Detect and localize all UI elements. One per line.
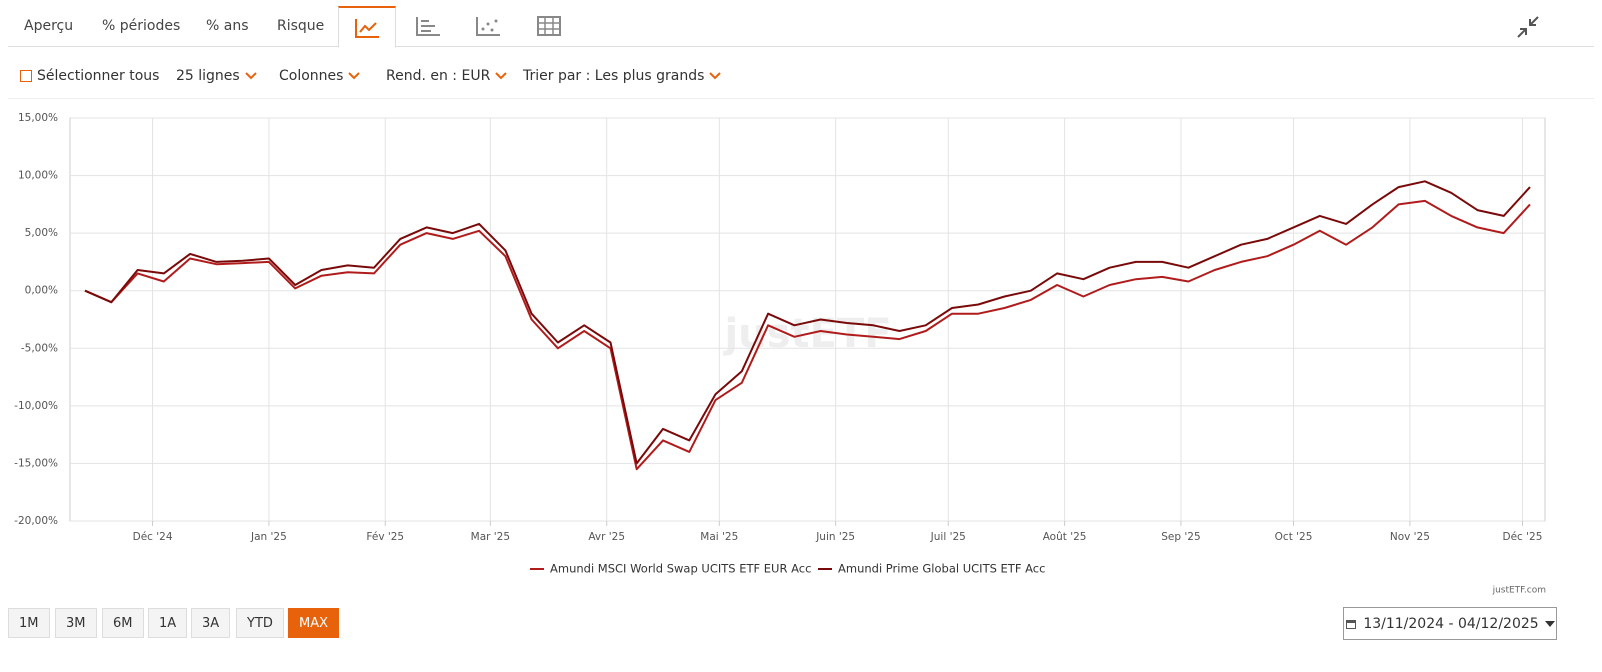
- series-line: [84, 180, 1531, 465]
- tab[interactable]: % ans: [206, 18, 249, 34]
- dropdown[interactable]: Rend. en : EUR: [386, 68, 508, 84]
- y-tick-label: 15,00%: [18, 112, 58, 124]
- y-tick-label: 0,00%: [25, 285, 58, 297]
- x-tick-label: Avr '25: [588, 531, 625, 543]
- x-tick-label: Mai '25: [700, 531, 738, 543]
- x-tick-label: Mar '25: [471, 531, 510, 543]
- chevron: [348, 72, 361, 80]
- x-tick-label: Fév '25: [366, 531, 404, 543]
- label: Trier par : Les plus grands: [523, 68, 705, 84]
- tab[interactable]: Risque: [277, 18, 325, 34]
- period-button[interactable]: 1M: [8, 608, 50, 638]
- date-range[interactable]: 13/11/2024 - 04/12/2025: [1343, 607, 1557, 640]
- select-all[interactable]: Sélectionner tous: [20, 68, 159, 84]
- legend-label: Amundi Prime Global UCITS ETF Acc: [838, 562, 1045, 576]
- period-button[interactable]: MAX: [288, 608, 340, 638]
- toolbar: Sélectionner tous 25 lignes Colonnes Ren…: [8, 58, 1594, 99]
- y-tick-label: -15,00%: [14, 457, 58, 469]
- calendar-icon: [1346, 619, 1357, 629]
- tab[interactable]: Aperçu: [24, 18, 74, 34]
- y-tick-label: -20,00%: [14, 515, 58, 527]
- chart: justETF justETF.com 15,00%10,00%5,00%0,0…: [14, 112, 1546, 596]
- label: 25 lignes: [176, 68, 240, 84]
- x-tick-label: Nov '25: [1390, 531, 1430, 543]
- checkbox[interactable]: [20, 70, 32, 82]
- x-tick-label: Juil '25: [930, 531, 966, 543]
- x-tick-label: Jan '25: [250, 531, 287, 543]
- scatter-tab[interactable]: [460, 6, 516, 46]
- date-range-text: 13/11/2024 - 04/12/2025: [1363, 615, 1539, 632]
- x-tick-label: Juin '25: [815, 531, 855, 543]
- y-tick-label: 5,00%: [25, 227, 58, 239]
- period-button[interactable]: 3M: [55, 608, 97, 638]
- table-tab[interactable]: [521, 6, 577, 46]
- credits: justETF.com: [1492, 586, 1546, 596]
- x-tick-label: Août '25: [1043, 531, 1087, 543]
- y-tick-label: -10,00%: [14, 400, 58, 412]
- legend-label: Amundi MSCI World Swap UCITS ETF EUR Acc: [550, 562, 811, 576]
- x-tick-label: Déc '24: [133, 531, 173, 543]
- line-chart-tab[interactable]: [338, 6, 396, 48]
- icon: [476, 17, 500, 36]
- label: Rend. en : EUR: [386, 68, 491, 84]
- collapse-icon[interactable]: [1516, 15, 1540, 39]
- dropdown[interactable]: Trier par : Les plus grands: [523, 68, 722, 84]
- y-tick-label: -5,00%: [21, 342, 58, 354]
- chevron: [709, 72, 722, 80]
- icon: [416, 17, 440, 36]
- y-tick-label: 10,00%: [18, 170, 58, 182]
- period-button[interactable]: 1A: [148, 608, 188, 638]
- period-button[interactable]: 3A: [191, 608, 231, 638]
- label: Sélectionner tous: [37, 68, 160, 84]
- icon: [355, 18, 379, 38]
- x-tick-label: Sep '25: [1161, 531, 1200, 543]
- series-line: [84, 199, 1531, 471]
- label: Colonnes: [279, 68, 344, 84]
- period-button[interactable]: 6M: [102, 608, 144, 638]
- dropdown[interactable]: Colonnes: [279, 68, 361, 84]
- icon: [537, 16, 561, 36]
- tab[interactable]: % périodes: [102, 18, 181, 34]
- x-tick-label: Déc '25: [1503, 531, 1543, 543]
- x-tick-label: Oct '25: [1275, 531, 1313, 543]
- chevron: [245, 72, 257, 80]
- chevron: [495, 72, 508, 80]
- caret: [1544, 620, 1555, 627]
- period-button[interactable]: YTD: [236, 608, 284, 638]
- dropdown[interactable]: 25 lignes: [176, 68, 257, 84]
- bar-chart-tab[interactable]: [400, 6, 456, 46]
- tab-bar: Aperçu % périodes % ans Risque: [8, 6, 1594, 48]
